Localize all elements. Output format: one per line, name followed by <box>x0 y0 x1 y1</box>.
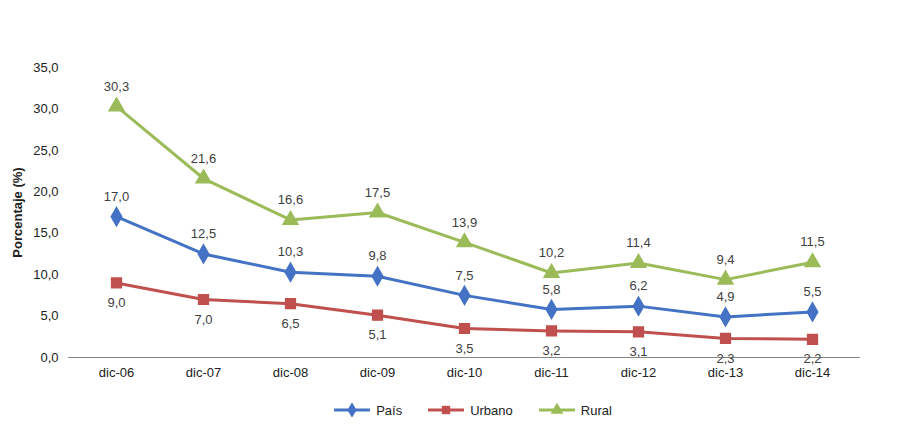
svg-text:12,5: 12,5 <box>191 226 216 241</box>
svg-text:dic-07: dic-07 <box>186 365 221 380</box>
svg-text:4,9: 4,9 <box>716 289 734 304</box>
html-text:Urbano: Urbano <box>470 402 513 418</box>
svg-text:13,9: 13,9 <box>452 214 477 229</box>
svg-text:0,0: 0,0 <box>40 350 58 365</box>
svg-text:5,5: 5,5 <box>803 284 821 299</box>
svg-text:3,5: 3,5 <box>455 341 473 356</box>
svg-text:17,5: 17,5 <box>365 185 390 200</box>
svg-text:6,2: 6,2 <box>629 278 647 293</box>
svg-text:dic-08: dic-08 <box>273 365 308 380</box>
html-text:País: País <box>376 402 403 418</box>
svg-text:9,8: 9,8 <box>368 248 386 263</box>
svg-text:9,0: 9,0 <box>107 295 125 310</box>
svg-text:dic-09: dic-09 <box>360 365 395 380</box>
svg-text:5,1: 5,1 <box>368 327 386 342</box>
svg-text:35,0: 35,0 <box>33 60 58 75</box>
svg-text:Porcentaje (%): Porcentaje (%) <box>10 167 25 257</box>
svg-text:dic-12: dic-12 <box>621 365 656 380</box>
svg-text:2,2: 2,2 <box>803 351 821 366</box>
svg-text:30,3: 30,3 <box>104 79 129 94</box>
svg-text:9,4: 9,4 <box>716 252 734 267</box>
svg-text:10,3: 10,3 <box>278 244 303 259</box>
svg-text:5,0: 5,0 <box>40 308 58 323</box>
svg-text:2,3: 2,3 <box>716 351 734 366</box>
svg-text:3,2: 3,2 <box>542 343 560 358</box>
svg-text:21,6: 21,6 <box>191 151 216 166</box>
svg-text:15,0: 15,0 <box>33 225 58 240</box>
svg-text:7,5: 7,5 <box>455 268 473 283</box>
svg-text:11,5: 11,5 <box>800 234 824 249</box>
svg-text:30,0: 30,0 <box>33 101 58 116</box>
svg-text:dic-10: dic-10 <box>447 365 482 380</box>
svg-text:dic-14: dic-14 <box>795 365 830 380</box>
svg-text:10,0: 10,0 <box>33 267 58 282</box>
svg-text:dic-13: dic-13 <box>708 365 743 380</box>
svg-text:25,0: 25,0 <box>33 143 58 158</box>
svg-text:7,0: 7,0 <box>194 312 212 327</box>
svg-text:dic-06: dic-06 <box>99 365 134 380</box>
svg-text:6,5: 6,5 <box>281 316 299 331</box>
svg-text:dic-11: dic-11 <box>534 365 568 380</box>
svg-text:20,0: 20,0 <box>33 184 58 199</box>
svg-text:11,4: 11,4 <box>626 235 650 250</box>
svg-text:10,2: 10,2 <box>539 245 564 260</box>
svg-text:5,8: 5,8 <box>542 282 560 297</box>
svg-text:16,6: 16,6 <box>278 192 303 207</box>
svg-text:3,1: 3,1 <box>629 344 647 359</box>
svg-text:17,0: 17,0 <box>104 189 129 204</box>
html-text:Rural: Rural <box>580 402 612 418</box>
